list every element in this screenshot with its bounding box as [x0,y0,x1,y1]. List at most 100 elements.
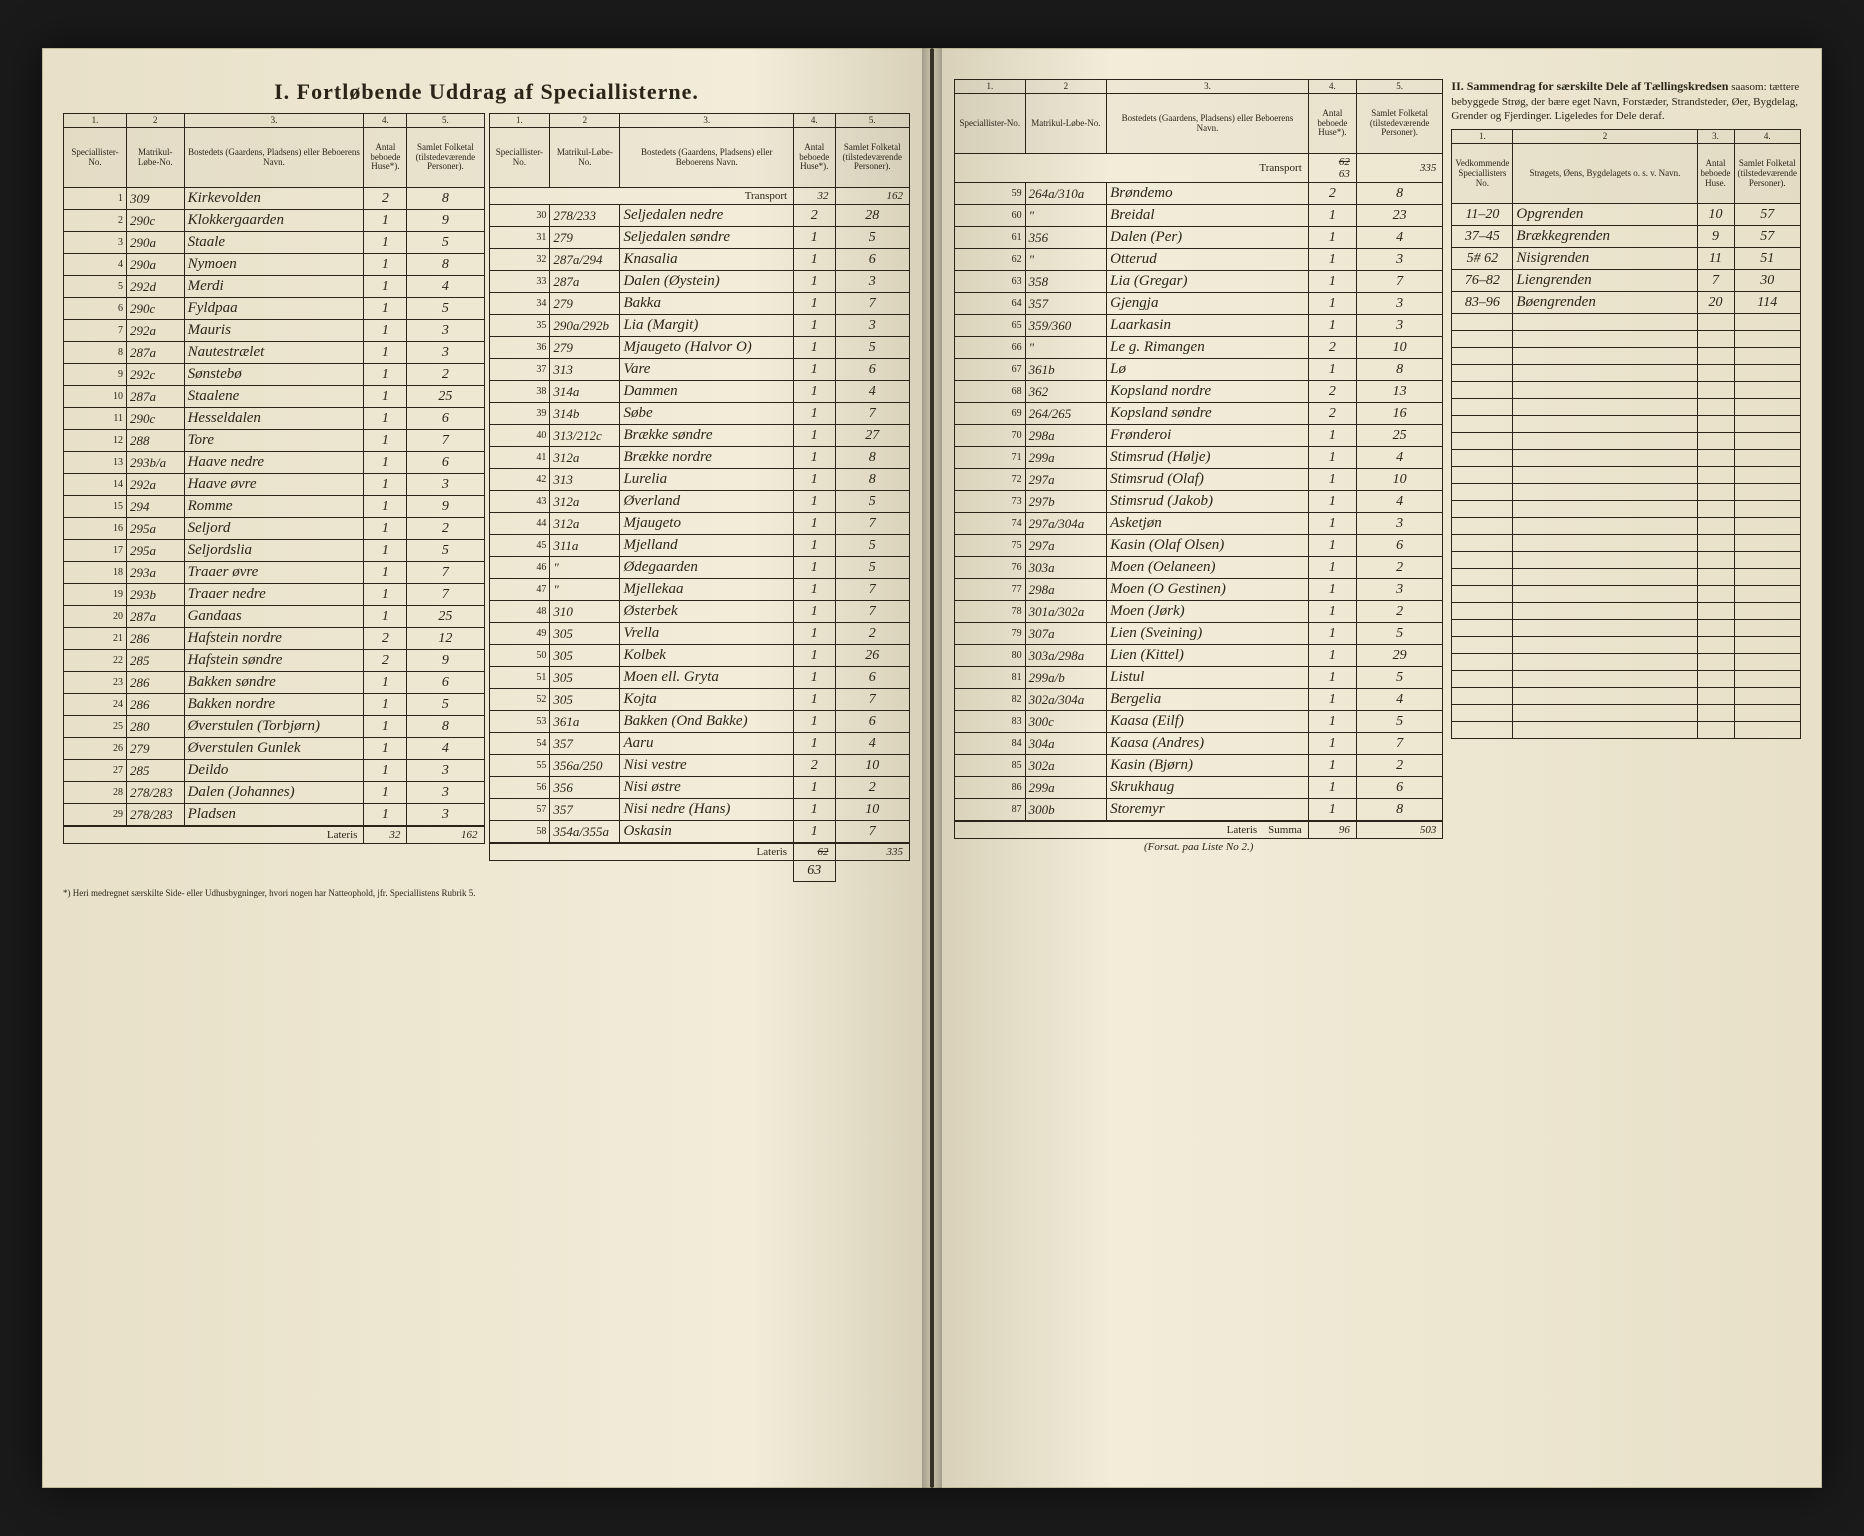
bosted-cell: Traaer nedre [184,584,364,606]
matrikul-cell: 295a [127,518,185,540]
table-row: 16295aSeljord12 [64,518,485,540]
row-num: 29 [64,804,127,827]
huse-cell: 1 [1308,227,1356,249]
huse-cell: 1 [794,689,835,711]
folketal-cell: 26 [835,645,910,667]
matrikul-cell: 279 [127,738,185,760]
table-row: 25280Øverstulen (Torbjørn)18 [64,716,485,738]
huse-cell: 1 [794,381,835,403]
h-folketal-b: Samlet Folketal (tilstedeværende Persone… [835,128,910,188]
folketal-cell: 23 [1356,205,1443,227]
huse-cell: 1 [1308,689,1356,711]
row-num: 15 [64,496,127,518]
huse-cell: 1 [794,271,835,293]
table-row: 35290a/292bLia (Margit)13 [489,315,910,337]
summary-row: 83–96Bøengrenden20114 [1452,292,1801,314]
table-row: 12288Tore17 [64,430,485,452]
bosted-cell: Øverstulen Gunlek [184,738,364,760]
matrikul-cell: 298a [1025,579,1106,601]
folketal-cell: 13 [1356,381,1443,403]
bosted-cell: Lia (Gregar) [1107,271,1309,293]
table-row: 86299aSkrukhaug16 [955,777,1443,799]
bosted-cell: Gjengja [1107,293,1309,315]
folketal-cell: 7 [835,579,910,601]
h-vedk: Vedkommende Speciallisters No. [1452,144,1513,204]
summa-h: 96 [1308,821,1356,839]
vedk-cell: 11–20 [1452,204,1513,226]
folketal-cell: 25 [407,386,484,408]
summary-row-empty [1452,433,1801,450]
matrikul-cell: 312a [550,447,620,469]
matrikul-cell: 298a [1025,425,1106,447]
row-num: 24 [64,694,127,716]
matrikul-cell: 286 [127,694,185,716]
bosted-cell: Staalene [184,386,364,408]
transport-c-h: 6263 [1308,154,1356,183]
folketal-cell: 8 [1356,799,1443,822]
table-row: 33287aDalen (Øystein)13 [489,271,910,293]
folketal-cell: 2 [407,364,484,386]
sum-huse-cell: 11 [1697,248,1734,270]
table-a: 1. 2 3. 4. 5. Speciallister-No. Matrikul… [63,113,485,844]
h-huse: Antal beboede Huse*). [364,128,407,188]
folketal-cell: 7 [835,821,910,844]
folketal-cell: 3 [835,271,910,293]
folketal-cell: 4 [1356,491,1443,513]
bosted-cell: Brække søndre [620,425,794,447]
bosted-cell: Nisi vestre [620,755,794,777]
row-num: 3 [64,232,127,254]
huse-cell: 1 [364,474,407,496]
huse-cell: 1 [1308,799,1356,822]
table-row: 9292cSønstebø12 [64,364,485,386]
row-num: 35 [489,315,550,337]
folketal-cell: 12 [407,628,484,650]
h-folketal: Samlet Folketal (tilstedeværende Persone… [407,128,484,188]
bosted-cell: Dalen (Johannes) [184,782,364,804]
huse-cell: 1 [364,738,407,760]
bosted-cell: Kolbek [620,645,794,667]
folketal-cell: 5 [835,535,910,557]
row-num: 23 [64,672,127,694]
table-row: 53361aBakken (Ond Bakke)16 [489,711,910,733]
huse-cell: 1 [364,672,407,694]
huse-cell: 2 [364,628,407,650]
vedk-cell: 37–45 [1452,226,1513,248]
row-num: 61 [955,227,1026,249]
folketal-cell: 6 [407,452,484,474]
summary-row-empty [1452,671,1801,688]
bosted-cell: Ødegaarden [620,557,794,579]
row-num: 40 [489,425,550,447]
table-row: 49305Vrella12 [489,623,910,645]
huse-cell: 1 [1308,205,1356,227]
h-bosted: Bostedets (Gaardens, Pladsens) eller Beb… [184,128,364,188]
s-col-1: 1. [1452,130,1513,144]
table-row: 37313Vare16 [489,359,910,381]
huse-cell: 1 [1308,513,1356,535]
sum-huse-cell: 10 [1697,204,1734,226]
row-num: 87 [955,799,1026,822]
folketal-cell: 10 [1356,469,1443,491]
huse-cell: 1 [794,447,835,469]
folketal-cell: 8 [407,188,484,210]
bosted-cell: Storemyr [1107,799,1309,822]
summa-label: Lateris Summa [955,821,1309,839]
table-row: 26279Øverstulen Gunlek14 [64,738,485,760]
sum-huse-cell: 20 [1697,292,1734,314]
col-5c: 5. [1356,80,1443,94]
row-num: 59 [955,183,1026,205]
folketal-cell: 5 [835,227,910,249]
folketal-cell: 7 [835,601,910,623]
lateris-b-f: 335 [835,843,910,861]
table-row: 48310Østerbek17 [489,601,910,623]
folketal-cell: 7 [407,584,484,606]
row-num: 69 [955,403,1026,425]
bosted-cell: Nymoen [184,254,364,276]
huse-cell: 1 [794,491,835,513]
bosted-cell: Nautestrælet [184,342,364,364]
table-row: 47"Mjellekaa17 [489,579,910,601]
row-num: 57 [489,799,550,821]
matrikul-cell: 314a [550,381,620,403]
matrikul-cell: 305 [550,623,620,645]
table-row: 58354a/355aOskasin17 [489,821,910,844]
matrikul-cell: 314b [550,403,620,425]
